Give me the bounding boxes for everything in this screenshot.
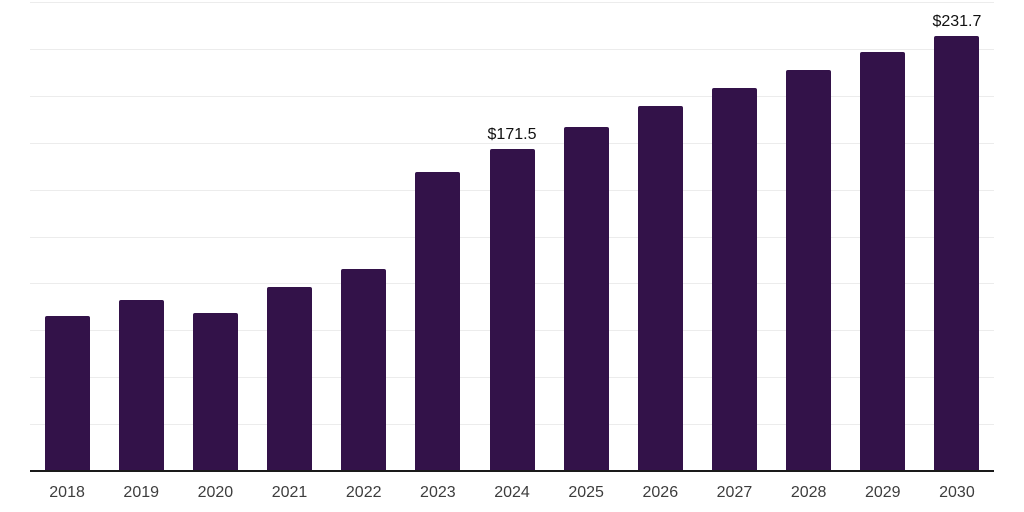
x-tick-label-2030: 2030 bbox=[939, 484, 975, 501]
x-tick-label-2028: 2028 bbox=[790, 484, 827, 501]
bar-2026[interactable] bbox=[637, 106, 683, 471]
bar-2020[interactable] bbox=[192, 312, 238, 471]
x-tick-label-2025: 2025 bbox=[568, 484, 604, 501]
x-tick-label-2023: 2023 bbox=[420, 484, 456, 501]
bar-2024[interactable] bbox=[489, 149, 535, 471]
data-label-2024: $171.5 bbox=[487, 126, 537, 144]
x-tick-label-2019: 2019 bbox=[123, 484, 160, 501]
x-tick-label-2027: 2027 bbox=[716, 484, 753, 501]
bar-2027[interactable] bbox=[711, 88, 757, 471]
x-tick-label-2024: 2024 bbox=[494, 484, 530, 501]
bar-2019[interactable] bbox=[118, 299, 164, 471]
x-tick-label-2022: 2022 bbox=[345, 484, 382, 501]
bar-2022[interactable] bbox=[341, 268, 387, 471]
x-tick-label-2021: 2021 bbox=[271, 484, 308, 501]
x-axis-line bbox=[30, 470, 994, 472]
x-tick-label-2018: 2018 bbox=[49, 484, 85, 501]
bar-2023[interactable] bbox=[415, 172, 461, 471]
bar-2018[interactable] bbox=[44, 316, 90, 471]
bar-2025[interactable] bbox=[563, 126, 609, 471]
bar-2029[interactable] bbox=[860, 52, 906, 471]
bar-2030[interactable] bbox=[934, 36, 980, 471]
x-tick-label-2020: 2020 bbox=[197, 484, 234, 501]
x-tick-label-2029: 2029 bbox=[864, 484, 901, 501]
x-tick-label-2026: 2026 bbox=[642, 484, 679, 501]
gridline-200 bbox=[30, 95, 994, 97]
gridline-250 bbox=[30, 2, 994, 3]
gridline-225 bbox=[30, 48, 994, 50]
bar-2021[interactable] bbox=[267, 286, 313, 471]
bar-2028[interactable] bbox=[786, 69, 832, 471]
data-label-2030: $231.7 bbox=[932, 13, 982, 31]
